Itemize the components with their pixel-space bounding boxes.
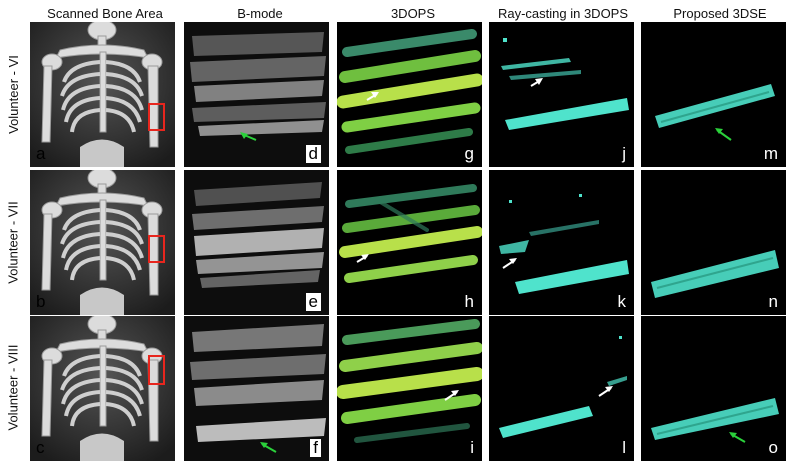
green-arrow <box>260 442 268 448</box>
panel-label-m: m <box>763 144 778 163</box>
bmode-image <box>192 182 324 288</box>
white-arrow <box>361 254 369 260</box>
skeleton-illustration <box>30 22 175 167</box>
row-label-volunteer-vii: Volunteer - VII <box>5 201 21 284</box>
panel-label-g: g <box>464 144 474 163</box>
skeleton-illustration <box>30 316 175 461</box>
raycasting-image <box>499 194 629 294</box>
panel-label-d: d <box>305 145 321 163</box>
panel-label-l: l <box>622 438 626 457</box>
white-arrow <box>605 386 613 392</box>
white-arrow <box>509 258 517 264</box>
panel-n-3dse: n <box>641 170 786 315</box>
panel-j-raycasting: j <box>489 22 634 167</box>
panel-o-3dse: o <box>641 316 786 461</box>
green-arrow <box>729 432 737 438</box>
3dops-image <box>339 184 482 283</box>
white-arrow <box>451 390 459 396</box>
panel-f-bmode: f <box>184 316 329 461</box>
panel-label-a: a <box>36 144 46 163</box>
panel-label-h: h <box>464 292 474 311</box>
panel-a-skeleton: a <box>30 22 175 167</box>
panel-label-o: o <box>768 438 778 457</box>
panel-b-skeleton: b <box>30 170 175 315</box>
panel-label-i: i <box>470 438 474 457</box>
3dse-image <box>651 250 779 298</box>
white-arrow <box>371 92 379 98</box>
raycasting-image <box>501 38 629 130</box>
highlight-box <box>148 355 165 385</box>
highlight-box <box>148 235 165 263</box>
column-header-b-mode: B-mode <box>237 6 283 21</box>
panel-m-3dse: m <box>641 22 786 167</box>
panel-i-3dops: i <box>337 316 482 461</box>
panel-label-j: j <box>622 144 626 163</box>
panel-h-3dops: h <box>337 170 482 315</box>
panel-k-raycasting: k <box>489 170 634 315</box>
panel-label-b: b <box>36 292 46 311</box>
3dops-image <box>337 319 482 443</box>
column-header-3dops: 3DOPS <box>390 6 436 21</box>
3dops-image <box>337 29 482 154</box>
panel-g-3dops: g <box>337 22 482 167</box>
panel-label-c: c <box>36 438 45 457</box>
panel-c-skeleton: c <box>30 316 175 461</box>
panel-label-k: k <box>617 292 627 311</box>
green-arrow <box>715 128 723 134</box>
panel-e-bmode: e <box>184 170 329 315</box>
white-arrow <box>535 78 543 85</box>
column-header-scanned-bone-area: Scanned Bone Area <box>47 6 163 21</box>
bmode-image <box>190 324 326 453</box>
raycasting-image <box>499 336 627 438</box>
row-label-volunteer-vi: Volunteer - VI <box>5 55 21 134</box>
row-label-volunteer-viii: Volunteer - VIII <box>5 344 21 431</box>
panel-label-f: f <box>310 439 321 457</box>
highlight-box <box>148 103 165 131</box>
panel-l-raycasting: l <box>489 316 634 461</box>
3dse-image <box>655 84 775 141</box>
3dse-image <box>651 398 779 443</box>
panel-label-e: e <box>305 293 321 311</box>
panel-d-bmode: d <box>184 22 329 167</box>
bmode-image <box>190 32 326 141</box>
column-header-proposed-3dse: Proposed 3DSE <box>673 6 767 21</box>
panel-label-n: n <box>768 292 778 311</box>
skeleton-illustration <box>30 170 175 315</box>
column-header-ray-casting: Ray-casting in 3DOPS <box>497 6 629 21</box>
